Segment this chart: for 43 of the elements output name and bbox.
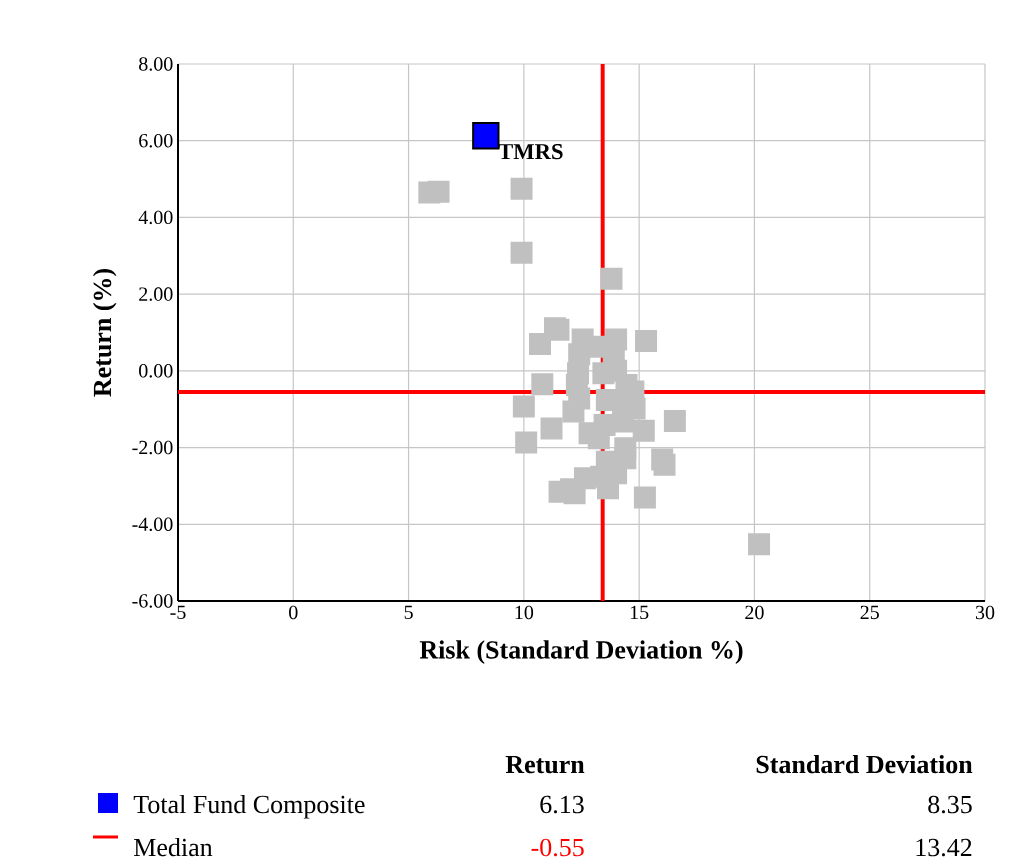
- x-tick-label: 5: [404, 605, 413, 619]
- point: [632, 419, 655, 442]
- point: [562, 400, 585, 423]
- y-tick-label: 0.00: [139, 364, 173, 378]
- y-tick-label: 4.00: [138, 210, 173, 225]
- y-tick-label: 6.00: [139, 133, 173, 148]
- y-tick-label: 2.00: [139, 287, 173, 301]
- x-tick-label: 15: [630, 605, 649, 620]
- point: [427, 180, 450, 203]
- point: [512, 395, 535, 418]
- point: [529, 333, 551, 355]
- legend-label: Median: [134, 837, 213, 857]
- point: [635, 329, 658, 352]
- y-tick-label: 8.00: [139, 57, 173, 71]
- x-tick-label: 20: [745, 605, 764, 620]
- x-tick-label: 10: [515, 605, 534, 620]
- x-tick-label: 25: [860, 605, 879, 620]
- x-axis-title: Risk (Standard Deviation %): [419, 640, 743, 664]
- x-tick-label: 0: [289, 605, 298, 620]
- y-tick-label: -2.00: [132, 440, 173, 455]
- y-tick-label: -4.00: [132, 517, 173, 532]
- point: [540, 417, 563, 440]
- point: [748, 533, 771, 556]
- point: [663, 410, 686, 433]
- point: [633, 486, 656, 509]
- point: [600, 267, 623, 290]
- point: [510, 177, 533, 200]
- text: 6.13: [540, 795, 584, 814]
- point: [472, 122, 500, 150]
- point: [515, 431, 538, 454]
- text: -0.55: [531, 838, 584, 857]
- point: [531, 373, 554, 396]
- point: [510, 241, 533, 264]
- point: [612, 410, 634, 433]
- x-tick-label: 30: [975, 605, 995, 620]
- point: [653, 453, 676, 476]
- text: 13.42: [916, 838, 972, 857]
- legend-label: Total Fund Composite: [133, 794, 365, 819]
- text: 8.35: [928, 795, 972, 814]
- annotation: TMRS: [498, 143, 563, 160]
- y-axis-title: Return (%): [92, 269, 117, 397]
- text: Return: [505, 755, 585, 774]
- text: Standard Deviation: [756, 754, 973, 774]
